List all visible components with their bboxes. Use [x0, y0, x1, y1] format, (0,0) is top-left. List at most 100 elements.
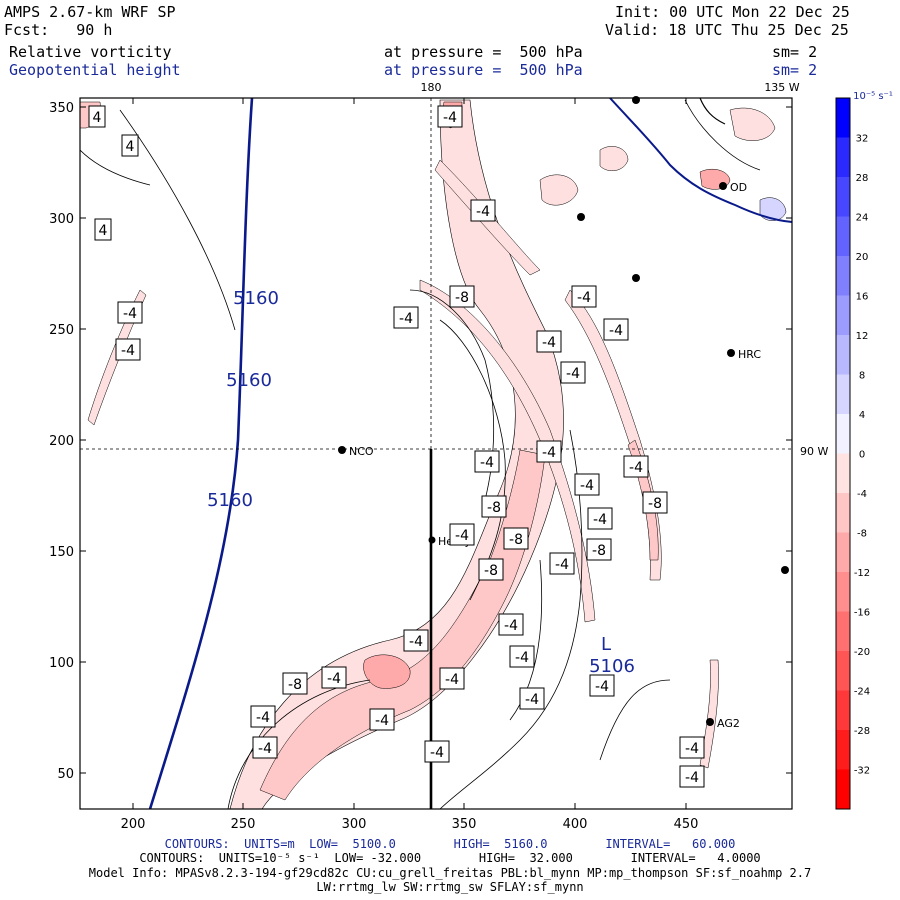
vorticity-label-box [536, 330, 562, 353]
vorticity-label-box [589, 674, 615, 697]
x-tick-label: 200 [121, 817, 146, 832]
colorbar-swatch [836, 611, 850, 652]
vorticity-label: -8 [487, 500, 501, 516]
colorbar-tick-label: 0 [859, 450, 865, 461]
vorticity-label-box [94, 218, 112, 241]
y-tick-label: 100 [49, 656, 74, 671]
x-tick-label: 450 [674, 817, 699, 832]
station-label: OD [730, 181, 747, 194]
field1-name: Relative vorticity [9, 43, 172, 61]
colorbar-tick-label: -16 [854, 608, 870, 619]
vorticity-label: -8 [455, 290, 469, 306]
vorticity-label: -4 [685, 770, 699, 786]
vorticity-label-box [586, 538, 612, 561]
height-contour-info: CONTOURS: UNITS=m LOW= 5100.0 HIGH= 5160… [164, 837, 736, 851]
colorbar-tick-label: -8 [857, 529, 867, 540]
vorticity-label: -4 [480, 455, 494, 471]
vorticity-label-box [587, 507, 613, 530]
vorticity-label: -4 [525, 692, 539, 708]
vorticity-label: -4 [445, 672, 459, 688]
vorticity-label: -4 [430, 745, 444, 761]
model-info: Model Info: MPASv8.2.3-194-gf29cd82c CU:… [88, 866, 812, 880]
low-pressure-value: 5106 [589, 656, 635, 677]
colorbar-tick-label: -12 [854, 568, 870, 579]
vorticity-label: -4 [555, 557, 569, 573]
vorticity-label-box [403, 629, 429, 652]
vorticity-label: -4 [577, 290, 591, 306]
colorbar-swatch [836, 414, 850, 454]
vorticity-label-box [88, 105, 106, 128]
colorbar-tick-label: -28 [854, 726, 870, 737]
colorbar-swatch [836, 730, 850, 770]
height-contour-label: 5160 [207, 490, 253, 511]
vorticity-label: -4 [515, 650, 529, 666]
plot-frame [79, 97, 793, 810]
y-axis-ticks [80, 106, 792, 774]
vorticity-label: -4 [327, 671, 341, 687]
vorticity-label-box [623, 455, 649, 478]
vorticity-label-box [679, 736, 705, 759]
vorticity-label-box [424, 740, 450, 763]
vorticity-label: -4 [685, 741, 699, 757]
vorticity-label-box [121, 134, 139, 157]
vorticity-label: -4 [258, 741, 272, 757]
vorticity-label-box [321, 666, 347, 689]
colorbar-tick-label: 4 [859, 410, 865, 421]
model-info-2: LW:rrtmg_lw SW:rrtmg_sw SFLAY:sf_mynn [316, 880, 584, 894]
vorticity-label: -4 [399, 311, 413, 327]
vorticity-shading [80, 99, 787, 809]
colorbar-frame [835, 97, 851, 810]
colorbar-swatch [836, 137, 850, 178]
vorticity-label: -4 [504, 618, 518, 634]
vorticity-label-box [393, 306, 419, 329]
app-title: AMPS 2.67-km WRF SP [4, 3, 176, 21]
vorticity-label-box [437, 105, 463, 128]
station-label: NCO [349, 445, 374, 458]
colorbar-tick-label: 20 [856, 252, 869, 263]
vorticity-label-box [478, 558, 504, 581]
height-contour-label: 5160 [226, 370, 272, 391]
vorticity-label-box [369, 708, 395, 731]
vorticity-label: -8 [484, 563, 498, 579]
vorticity-label-box [549, 552, 575, 575]
vorticity-label-box [603, 318, 629, 341]
vorticity-label: -8 [509, 532, 523, 548]
vorticity-label-box [449, 523, 475, 546]
colorbar-swatch [836, 493, 850, 533]
colorbar-swatch [836, 769, 850, 810]
colorbar-swatch [836, 256, 850, 296]
station-label: HRC [738, 348, 761, 361]
colorbar-swatch [836, 216, 850, 257]
vorticity-label-box [642, 491, 668, 514]
colorbar-swatch [836, 572, 850, 612]
colorbar-swatch [836, 453, 850, 494]
height-contour-5160 [148, 97, 254, 810]
vorticity-label: 4 [93, 110, 102, 126]
parallel-label: 90 W [800, 445, 828, 458]
vorticity-label: -4 [123, 306, 137, 322]
vorticity-label-box [503, 527, 529, 550]
vorticity-label-box [536, 440, 562, 463]
colorbar-tick-label: -4 [857, 489, 867, 500]
vorticity-label-box [474, 450, 500, 473]
corner-longitude-label: 135 W [764, 81, 799, 94]
vorticity-label-box [679, 765, 705, 788]
vorticity-label-box [481, 495, 507, 518]
vorticity-label-box [519, 687, 545, 710]
vorticity-label-box [560, 361, 586, 384]
station-markers [338, 96, 789, 726]
colorbar-swatch [836, 295, 850, 336]
forecast-hour: Fcst: 90 h [4, 21, 113, 39]
vorticity-label: -4 [629, 460, 643, 476]
vorticity-contour-info: CONTOURS: UNITS=10⁻⁵ s⁻¹ LOW= -32.000 HI… [139, 851, 761, 865]
colorbar-tick-label: -20 [854, 647, 870, 658]
vorticity-label-box [449, 285, 475, 308]
vorticity-label: -4 [375, 713, 389, 729]
colorbar-swatch [836, 690, 850, 731]
vorticity-label: -4 [609, 323, 623, 339]
colorbar-unit: 10⁻⁵ s⁻¹ [853, 91, 893, 102]
field1-level: at pressure = 500 hPa [384, 43, 583, 61]
colorbar-swatch [836, 177, 850, 217]
y-tick-label: 250 [49, 323, 74, 338]
vorticity-label: -4 [593, 512, 607, 528]
